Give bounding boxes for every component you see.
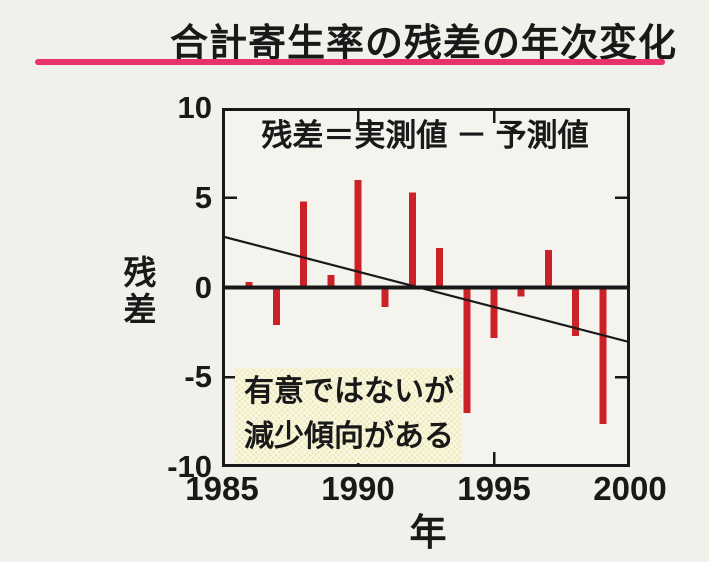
page-title: 合計寄生率の残差の年次変化 xyxy=(170,23,678,65)
bar-1999 xyxy=(599,287,607,424)
x-tick-label-1985: 1985 xyxy=(185,470,259,507)
y-tick-label-0: 0 xyxy=(194,269,212,305)
bar-1993 xyxy=(436,248,444,288)
x-axis-label: 年 xyxy=(409,512,447,553)
bar-1987 xyxy=(272,287,280,326)
bar-1990 xyxy=(354,179,362,288)
bar-1996 xyxy=(517,287,525,297)
bar-1988 xyxy=(300,201,308,288)
x-tick-label-1990: 1990 xyxy=(321,470,395,507)
title-underline xyxy=(35,59,665,65)
trend-note-line-2: 減少傾向がある xyxy=(244,420,454,453)
y-tick-label--5: -5 xyxy=(184,359,212,395)
bar-1991 xyxy=(381,287,389,308)
y-tick-label-10: 10 xyxy=(177,90,212,125)
bar-1986 xyxy=(245,282,253,288)
x-tick-label-2000: 2000 xyxy=(593,470,667,507)
bar-1995 xyxy=(490,287,498,338)
trend-note-box: 有意ではないが 減少傾向がある xyxy=(235,368,462,463)
y-axis-label: 残差 xyxy=(123,254,157,328)
plot-border xyxy=(222,108,630,467)
x-tick-label-1995: 1995 xyxy=(457,470,531,507)
bar-1997 xyxy=(544,249,552,288)
bar-1989 xyxy=(327,274,335,288)
trend-line xyxy=(222,235,630,344)
y-tick-label--10: -10 xyxy=(167,449,212,484)
bar-1998 xyxy=(572,287,580,336)
y-tick-label-5: 5 xyxy=(194,179,212,215)
formula-annotation: 残差＝実測値 － 予測値 xyxy=(261,118,589,153)
bar-1994 xyxy=(463,287,471,414)
bar-1992 xyxy=(408,192,416,288)
trend-note-line-1: 有意ではないが xyxy=(244,375,454,408)
